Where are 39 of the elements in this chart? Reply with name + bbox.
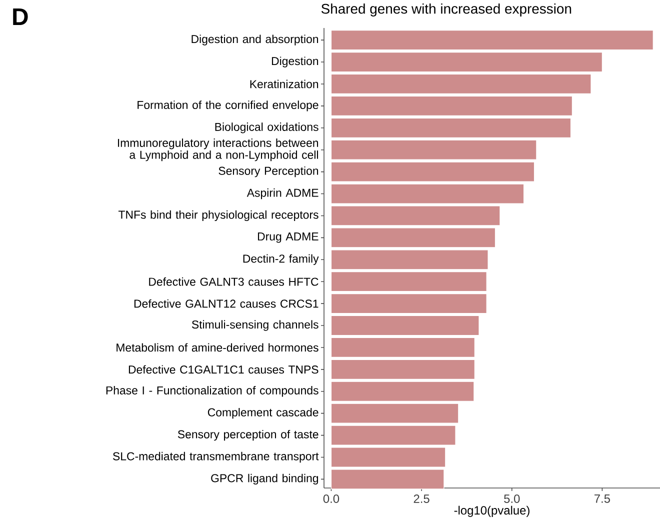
y-tick-label: Defective GALNT3 causes HFTC <box>149 277 318 286</box>
y-tick-label: Keratinization <box>250 80 318 88</box>
x-tick-label: 0.0 <box>323 494 340 503</box>
y-tick-label: Phase I - Functionalization of compounds <box>106 386 318 397</box>
y-tick-label: TNFs bind their physiological receptors <box>118 210 318 222</box>
bar <box>330 74 592 94</box>
y-tick-label: Dectin-2 family <box>243 254 319 265</box>
y-tick-label: Immunoregulatory interactions between a Lymphoid and a non-Lymphoid cell <box>118 138 318 162</box>
y-tick-label: Digestion and absorption <box>192 34 318 46</box>
y-tick-label: Biological oxidations <box>215 122 318 134</box>
bar <box>330 294 487 314</box>
x-tick-label: 7.5 <box>594 494 610 503</box>
x-tick-label: 5.0 <box>504 494 520 503</box>
bar <box>330 315 480 336</box>
y-tick-label: Formation of the cornified envelope <box>138 100 318 112</box>
bar <box>330 118 572 138</box>
chart-title: Shared genes with increased expression <box>321 3 572 16</box>
y-tick-label: Digestion <box>272 56 318 68</box>
bar <box>330 359 475 380</box>
bar <box>330 96 573 116</box>
bar <box>330 381 474 402</box>
bar <box>330 272 487 292</box>
y-tick-label: Complement cascade <box>208 408 318 419</box>
y-tick-label: Sensory perception of taste <box>178 430 318 441</box>
y-tick-label: SLC-mediated transmembrane transport <box>113 452 319 463</box>
y-tick-label: GPCR ligand binding <box>211 474 318 485</box>
y-tick-label: Metabolism of amine-derived hormones <box>116 343 318 352</box>
bar <box>330 52 602 72</box>
bar <box>330 337 475 358</box>
y-tick-label: Sensory Perception <box>218 166 318 178</box>
x-axis-title: -log10(pvalue) <box>454 506 530 517</box>
text: D <box>13 8 28 25</box>
y-tick-label: Stimuli-sensing channels <box>192 320 318 331</box>
y-tick-label: Drug ADME <box>258 232 318 243</box>
y-tick-label: Aspirin ADME <box>246 188 318 200</box>
y-tick-label: Defective C1GALT1C1 causes TNPS <box>128 365 318 374</box>
x-tick-label: 2.5 <box>414 494 430 503</box>
bar <box>330 30 654 50</box>
y-tick-label: Defective GALNT12 causes CRCS1 <box>134 299 318 308</box>
